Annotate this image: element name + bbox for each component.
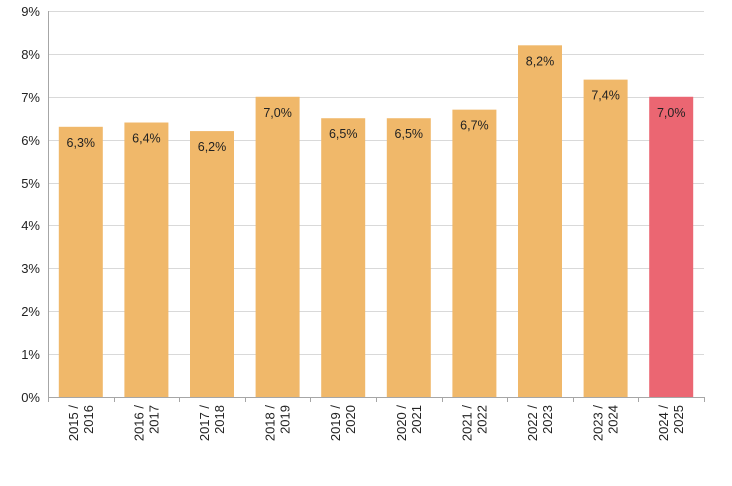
x-tick-label-line1: 2017 /: [197, 405, 212, 442]
x-tick-label-line1: 2021 /: [459, 405, 474, 442]
bars: [58, 45, 694, 398]
y-tick-label: 0%: [21, 390, 40, 405]
x-tick-label-text: 2023 /2024: [591, 405, 621, 442]
x-tick-label: 2024 /2025: [656, 405, 686, 442]
bar: [124, 122, 169, 397]
y-tick-label: 5%: [21, 176, 40, 191]
bar: [452, 109, 497, 398]
x-tick-label-text: 2019 /2020: [328, 405, 358, 442]
x-tick-label-line1: 2019 /: [328, 405, 343, 442]
bar: [583, 79, 628, 397]
data-label: 7,0%: [657, 106, 686, 120]
x-tick-label-text: 2016 /2017: [131, 405, 161, 442]
data-label: 6,7%: [460, 119, 489, 133]
y-tick-label: 2%: [21, 304, 40, 319]
data-label: 6,2%: [198, 140, 227, 154]
x-tick-label-text: 2015 /2016: [66, 405, 96, 442]
x-tick-label-line1: 2015 /: [66, 405, 81, 442]
data-label: 6,3%: [67, 136, 96, 150]
x-tick-label-text: 2024 /2025: [656, 405, 686, 442]
bar: [321, 118, 366, 397]
data-label: 8,2%: [526, 54, 555, 68]
x-tick-label: 2020 /2021: [394, 405, 424, 442]
x-tick-label-line2: 2019: [278, 405, 293, 434]
data-label: 7,4%: [591, 89, 620, 103]
data-label: 6,5%: [395, 127, 424, 141]
bar: [255, 96, 300, 398]
x-tick-label-text: 2022 /2023: [525, 405, 555, 442]
x-tick-label: 2021 /2022: [459, 405, 489, 442]
x-tick-label: 2018 /2019: [263, 405, 293, 442]
y-tick-label: 3%: [21, 261, 40, 276]
x-tick-label-line1: 2024 /: [656, 405, 671, 442]
x-tick-label-line2: 2021: [409, 405, 424, 434]
x-tick-label-text: 2020 /2021: [394, 405, 424, 442]
x-tick-label-line2: 2025: [671, 405, 686, 434]
x-tick-label-line1: 2018 /: [263, 405, 278, 442]
axes: [48, 11, 705, 402]
x-tick-label-text: 2018 /2019: [263, 405, 293, 442]
x-tick-label-line1: 2016 /: [131, 405, 146, 442]
bar: [518, 45, 562, 398]
x-tick-label: 2017 /2018: [197, 405, 227, 442]
y-tick-label: 6%: [21, 133, 40, 148]
x-tick-label-line2: 2016: [81, 405, 96, 434]
x-tick-label-text: 2021 /2022: [459, 405, 489, 442]
x-tick-label-text: 2017 /2018: [197, 405, 227, 442]
x-tick-label-line1: 2020 /: [394, 405, 409, 442]
x-tick-label: 2015 /2016: [66, 405, 96, 442]
x-tick-label-line2: 2023: [540, 405, 555, 434]
bar: [386, 118, 431, 397]
x-tick-label-line2: 2022: [474, 405, 489, 434]
y-tick-label: 7%: [21, 90, 40, 105]
bar: [190, 131, 234, 398]
y-tick-label: 8%: [21, 47, 40, 62]
data-label: 6,5%: [329, 127, 358, 141]
y-tick-label: 9%: [21, 4, 40, 19]
y-axis-tick-labels: 0% 1% 2% 3% 4% 5% 6% 7% 8% 9%: [21, 4, 40, 405]
bar: [58, 126, 103, 398]
x-tick-label-line2: 2018: [212, 405, 227, 434]
x-tick-label-line1: 2023 /: [591, 405, 606, 442]
y-tick-label: 1%: [21, 347, 40, 362]
bar: [649, 96, 694, 398]
x-tick-label-line2: 2020: [343, 405, 358, 434]
data-label: 7,0%: [263, 106, 292, 120]
x-tick-label: 2019 /2020: [328, 405, 358, 442]
data-label: 6,4%: [132, 132, 161, 146]
x-tick-label: 2022 /2023: [525, 405, 555, 442]
x-tick-label: 2016 /2017: [131, 405, 161, 442]
x-axis-category-labels: 2015 /2016 2016 /2017 2017 /2018 2018 /2019…: [66, 405, 686, 442]
x-tick-label: 2023 /2024: [591, 405, 621, 442]
x-tick-label-line2: 2017: [146, 405, 161, 434]
x-tick-label-line2: 2024: [606, 405, 621, 434]
data-labels: 6,3% 6,4% 6,2% 7,0% 6,5% 6,5% 6,7% 8,2% 7,4% 7,0%: [67, 54, 686, 154]
y-tick-label: 4%: [21, 218, 40, 233]
x-tick-label-line1: 2022 /: [525, 405, 540, 442]
